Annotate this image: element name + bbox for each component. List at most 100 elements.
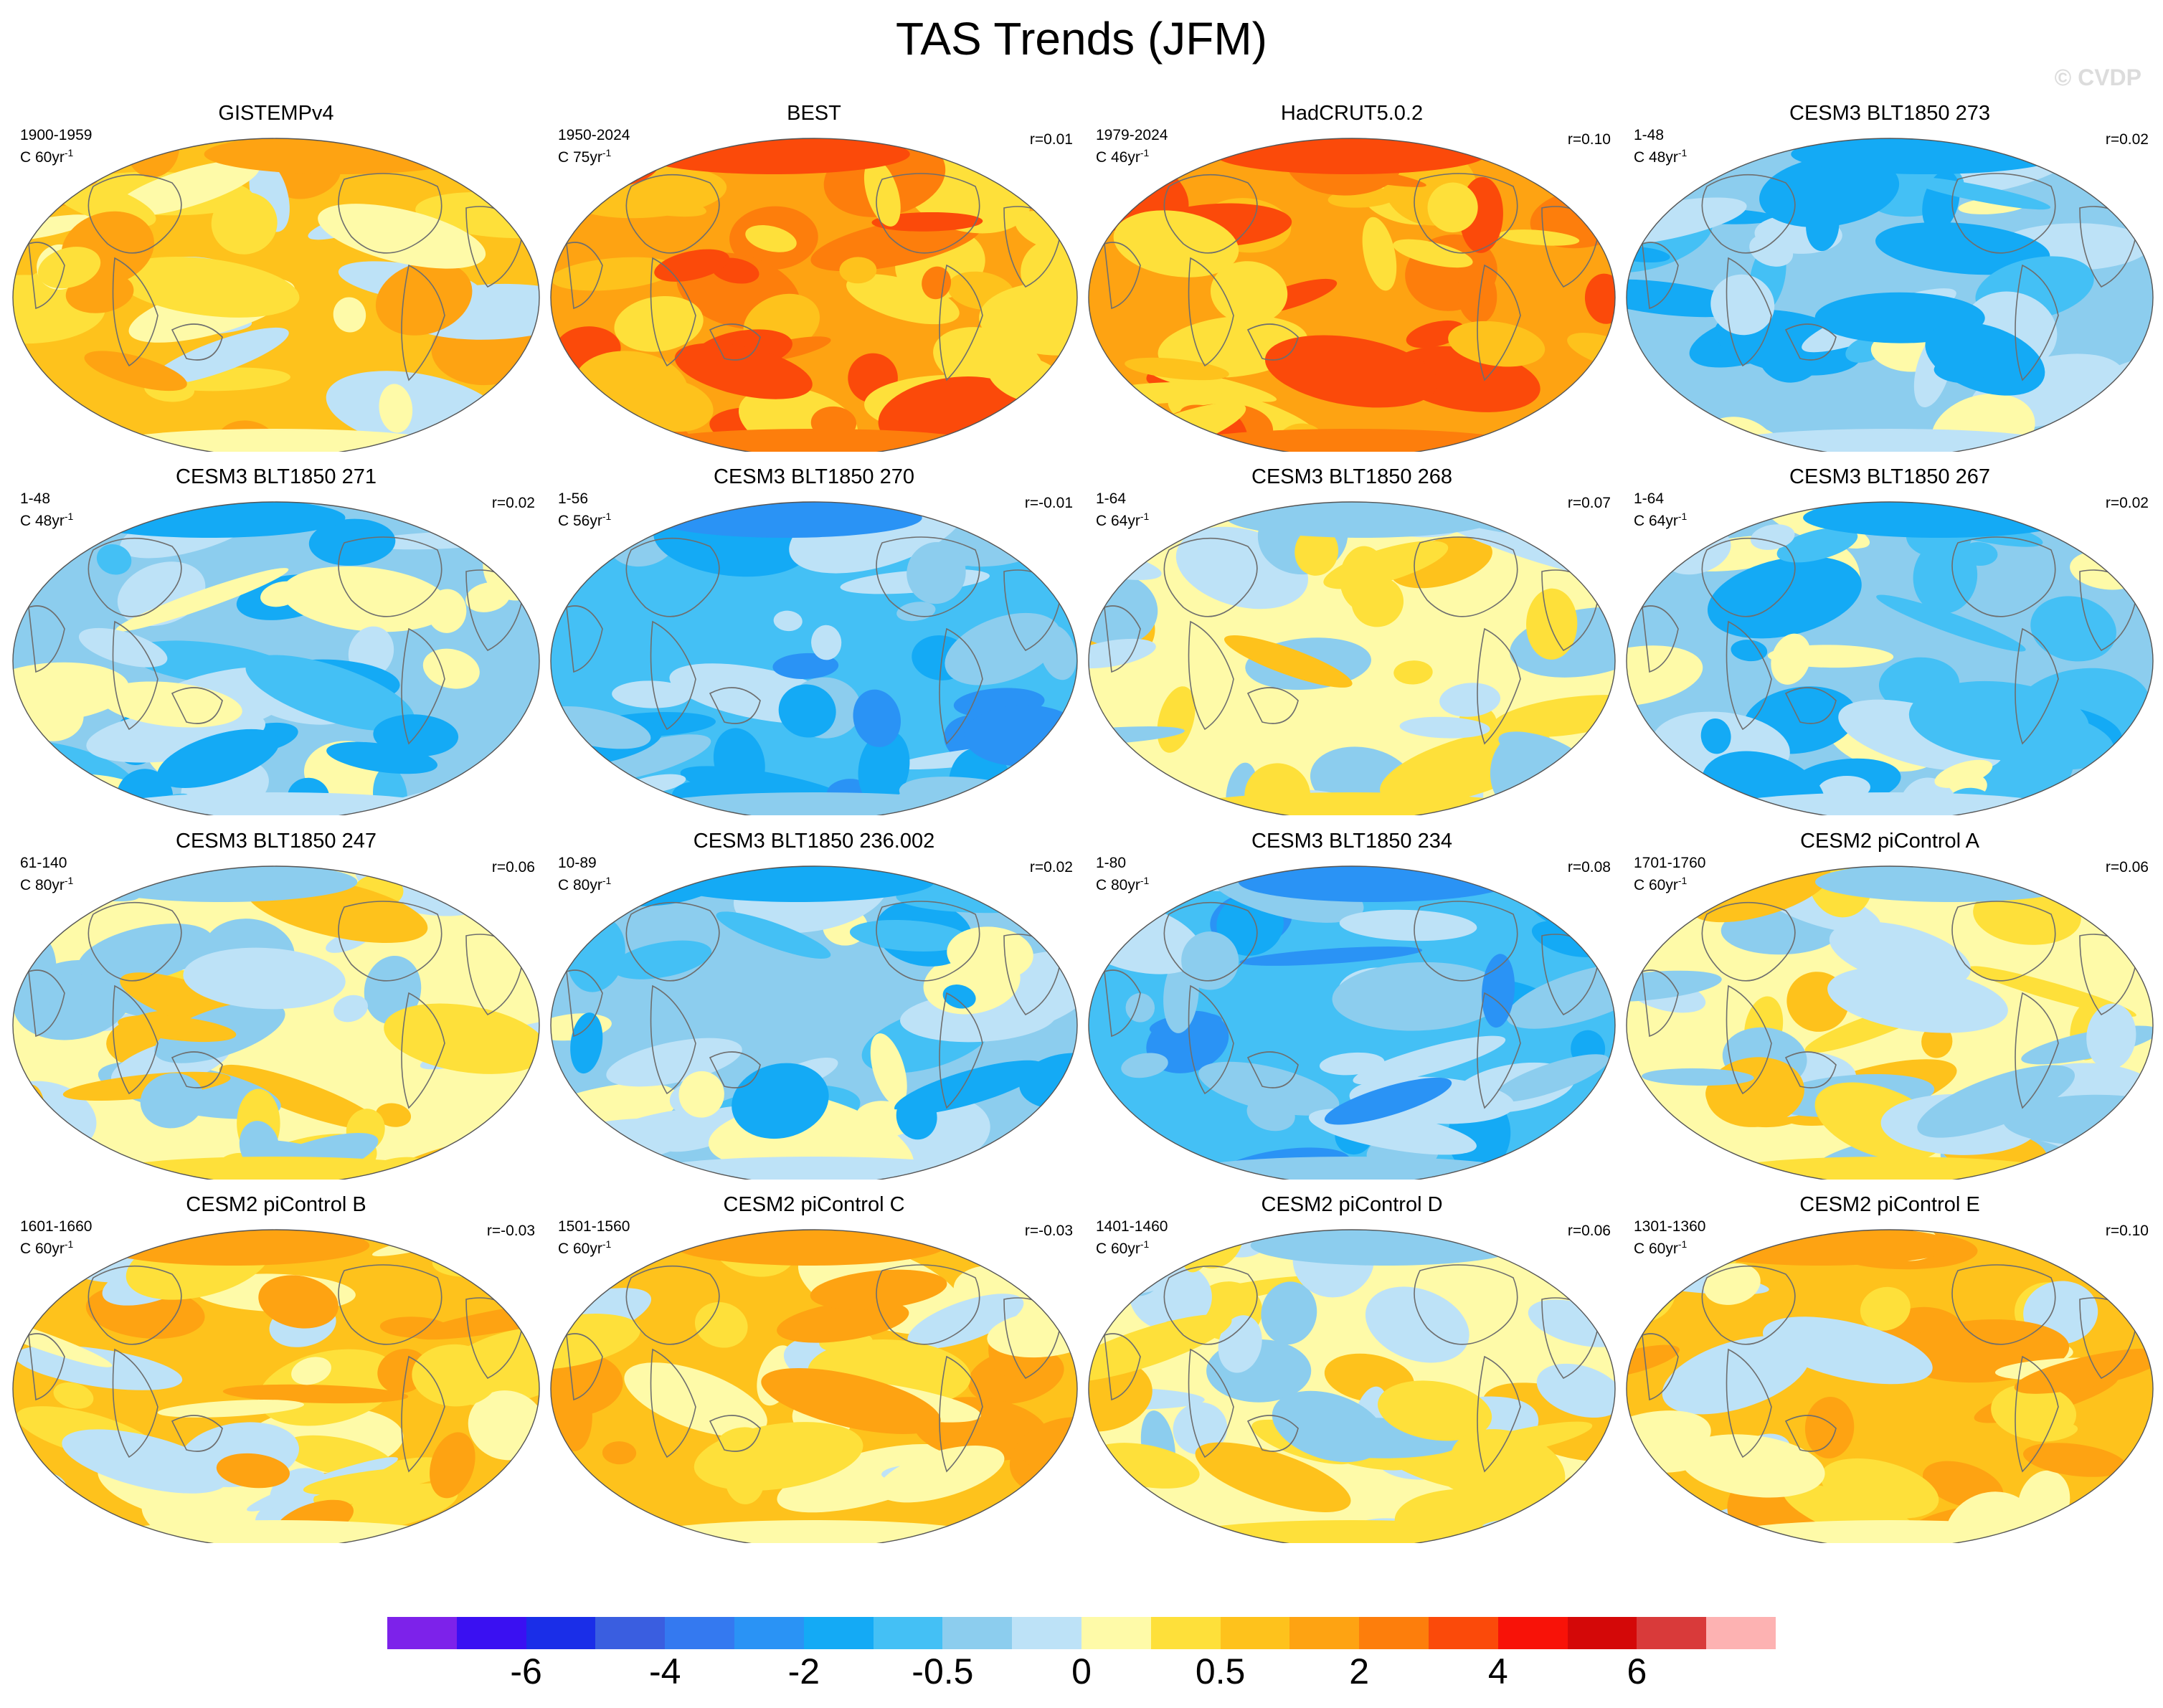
coastlines [566,173,1062,381]
panel-title: CESM3 BLT1850 267 [1789,465,1990,488]
panel-units: C 46yr-1 [1096,147,1150,166]
panel-title: CESM2 piControl E [1799,1193,1980,1216]
panel-period: 1701-1760 [1634,855,1706,871]
colorbar-box [595,1617,666,1649]
coastlines [1104,536,1600,745]
panel-period: 1-48 [20,490,51,507]
panel-period: 1601-1660 [20,1218,93,1235]
map-ellipse [12,865,540,1180]
panel-correlation: r=0.10 [2105,1223,2149,1239]
panel-period: 61-140 [20,855,67,871]
map-ellipse [1088,865,1616,1180]
panel-correlation: r=0.02 [2105,495,2149,511]
coastlines [1642,536,2138,745]
panel-units: C 60yr-1 [1634,1238,1688,1257]
panel-period: 1401-1460 [1096,1218,1168,1235]
panel-period: 1-56 [558,490,589,507]
panel-correlation: r=-0.01 [1024,495,1073,511]
colorbar-box [1289,1617,1360,1649]
map-panel: CESM3 BLT1850 268 1-64 C 64yr-1 r=0.07 [1083,464,1621,815]
map-ellipse [1626,1229,2154,1543]
map-ellipse [12,501,540,815]
map-panel: GISTEMPv4 1900-1959 C 60yr-1 [7,100,545,452]
map-panel: CESM2 piControl D 1401-1460 C 60yr-1 r=0.06 [1083,1192,1621,1543]
map-ellipse [12,138,540,452]
panel-units: C 56yr-1 [558,511,612,529]
figure-title: TAS Trends (JFM) [896,13,1267,65]
panel-correlation: r=0.06 [2105,859,2149,876]
colorbar-box [1497,1617,1568,1649]
colorbar-tick-label: -4 [648,1651,681,1692]
panel-correlation: r=0.07 [1567,495,1611,511]
coastlines [28,901,524,1109]
coastlines [28,536,524,745]
map-ellipse [550,865,1078,1180]
panel-period: 1-64 [1096,490,1127,507]
panel-units: C 75yr-1 [558,147,612,166]
panel-period: 1-48 [1634,127,1665,143]
panel-correlation: r=0.02 [2105,131,2149,148]
panel-correlation: r=0.02 [1029,859,1073,876]
panel-units: C 48yr-1 [1634,147,1688,166]
cvdp-watermark: © CVDP [2054,65,2141,90]
coastlines [1104,173,1600,381]
panel-title: GISTEMPv4 [218,102,334,125]
panel-units: C 60yr-1 [1634,875,1688,893]
panel-title: CESM3 BLT1850 271 [176,465,377,488]
map-panel: HadCRUT5.0.2 1979-2024 C 46yr-1 r=0.10 [1083,100,1621,452]
panel-units: C 60yr-1 [558,1238,612,1257]
panel-units: C 64yr-1 [1634,511,1688,529]
panel-correlation: r=0.01 [1029,131,1073,148]
panel-correlation: r=-0.03 [486,1223,535,1239]
colorbar-box [803,1617,874,1649]
map-ellipse [1626,501,2154,815]
map-panel: CESM2 piControl C 1501-1560 C 60yr-1 r=-0.0… [545,1192,1083,1543]
panel-units: C 48yr-1 [20,511,74,529]
panel-title: CESM3 BLT1850 268 [1251,465,1452,488]
map-ellipse [1626,138,2154,452]
colorbar-box [734,1617,805,1649]
panel-title: CESM3 BLT1850 273 [1789,102,1990,125]
panel-title: CESM3 BLT1850 236.002 [693,830,935,853]
map-ellipse [550,501,1078,815]
colorbar-tick-label: -6 [510,1651,542,1692]
map-panel: CESM2 piControl B 1601-1660 C 60yr-1 r=-0.0… [7,1192,545,1543]
map-panel: CESM3 BLT1850 273 1-48 C 48yr-1 r=0.02 [1621,100,2159,452]
colorbar-box [665,1617,735,1649]
colorbar-box [1359,1617,1429,1649]
panel-period: 1-80 [1096,855,1127,871]
colorbar-tick-label: 2 [1349,1651,1370,1692]
map-ellipse [1088,501,1616,815]
map-panel: BEST 1950-2024 C 75yr-1 r=0.01 [545,100,1083,452]
colorbar-box [1567,1617,1637,1649]
panel-correlation: r=0.06 [1567,1223,1611,1239]
panel-period: 1950-2024 [558,127,630,143]
panel-period: 1979-2024 [1096,127,1168,143]
panel-title: CESM3 BLT1850 270 [714,465,914,488]
colorbar-box [1429,1617,1499,1649]
coastlines [566,901,1062,1109]
panel-correlation: r=0.08 [1567,859,1611,876]
map-ellipse [1088,1229,1616,1543]
map-ellipse [1626,865,2154,1180]
colorbar-tick-label: -2 [787,1651,820,1692]
panel-correlation: r=0.02 [491,495,535,511]
panel-units: C 80yr-1 [1096,875,1150,893]
colorbar-box [1012,1617,1082,1649]
colorbar-box [1637,1617,1707,1649]
colorbar-box [1220,1617,1290,1649]
panel-units: C 60yr-1 [20,1238,74,1257]
map-ellipse [1088,138,1616,452]
coastlines [28,1264,524,1473]
colorbar-box [942,1617,1013,1649]
panel-units: C 64yr-1 [1096,511,1150,529]
panel-period: 1301-1360 [1634,1218,1706,1235]
map-panel: CESM3 BLT1850 234 1-80 C 80yr-1 r=0.08 [1083,828,1621,1180]
colorbar-tick-label: 0 [1071,1651,1092,1692]
colorbar-box [1150,1617,1221,1649]
panel-title: HadCRUT5.0.2 [1280,102,1424,125]
map-panel: CESM3 BLT1850 270 1-56 C 56yr-1 r=-0.01 [545,464,1083,815]
colorbar [387,1617,1776,1649]
colorbar-box [1706,1617,1776,1649]
colorbar-box [387,1617,458,1649]
